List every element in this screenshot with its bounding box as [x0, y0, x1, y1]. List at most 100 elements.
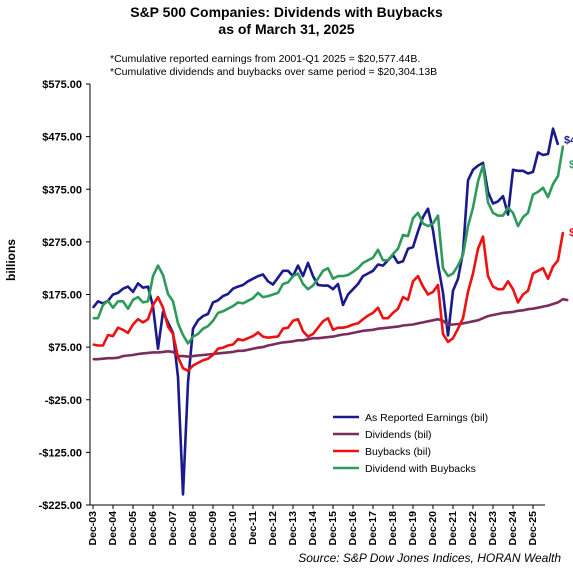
series-1-point: [147, 352, 149, 354]
x-tick-label: Dec-22: [467, 511, 479, 546]
series-2-point: [437, 284, 439, 286]
series-0-point: [132, 291, 134, 293]
series-0-point: [302, 275, 304, 277]
x-tick-label: Dec-03: [87, 511, 99, 546]
series-1-point: [487, 315, 489, 317]
series-3-point: [377, 249, 379, 251]
series-2-point: [217, 348, 219, 350]
series-2-point: [282, 328, 284, 330]
series-0-point: [357, 283, 359, 285]
series-2-point: [422, 286, 424, 288]
series-line-1: [93, 297, 569, 361]
legend-label: Buybacks (bil): [365, 446, 431, 458]
series-3-point: [167, 293, 169, 295]
series-2-point: [417, 275, 419, 277]
series-1-point: [472, 320, 474, 322]
series-2-point: [292, 320, 294, 322]
series-3-point: [177, 322, 179, 324]
series-1-point: [417, 322, 419, 324]
series-2-point: [297, 318, 299, 320]
series-2-point: [317, 327, 319, 329]
cumulative-earnings-note: *Cumulative reported earnings from 2001-…: [110, 53, 421, 65]
source-note: Source: S&P Dow Jones Indices, HORAN Wea…: [298, 551, 561, 565]
series-0-point: [557, 144, 559, 146]
series-3-point: [407, 235, 409, 237]
series-3-point: [427, 225, 429, 227]
series-1-point: [432, 319, 434, 321]
series-3-point: [497, 215, 499, 217]
series-2-point: [332, 329, 334, 331]
series-2-point: [497, 288, 499, 290]
series-3-point: [522, 216, 524, 218]
series-3-point: [432, 222, 434, 225]
series-3-point: [527, 212, 529, 214]
series-1-point: [522, 309, 524, 311]
legend-label: Dividend with Buybacks: [365, 463, 476, 475]
x-tick-label: Dec-05: [127, 511, 139, 546]
series-2-point: [242, 339, 244, 341]
series-1-point: [447, 324, 449, 326]
series-2-point: [177, 356, 179, 358]
series-line-0: [91, 127, 560, 496]
series-1-point: [307, 338, 309, 340]
series-3-point: [487, 201, 489, 203]
series-2-point: [102, 344, 104, 347]
series-2-point: [127, 332, 129, 334]
series-2-point: [502, 288, 504, 290]
series-3-point: [417, 212, 419, 214]
series-3-point: [132, 299, 134, 301]
series-1-point: [132, 354, 134, 356]
series-0-point: [297, 265, 299, 267]
series-0-point: [137, 282, 139, 284]
series-3-point: [277, 292, 279, 294]
series-0-point: [177, 376, 179, 378]
series-0-point: [452, 290, 454, 292]
series-3-point: [352, 271, 354, 273]
x-tick-label: Dec-10: [227, 511, 239, 546]
series-0-point: [202, 315, 204, 317]
series-1-point: [367, 329, 369, 331]
series-0-point: [507, 213, 509, 216]
series-3-point: [532, 193, 534, 196]
series-3-point: [307, 288, 309, 290]
x-tick-label: Dec-04: [107, 511, 119, 546]
series-1-point: [412, 323, 414, 326]
series-0-point: [482, 162, 484, 164]
series-0-point: [342, 304, 344, 306]
series-1-point: [517, 310, 519, 312]
series-3-point: [267, 295, 269, 297]
series-2-point: [492, 286, 494, 288]
x-tick-label: Dec-15: [327, 511, 339, 546]
series-1-point: [202, 354, 204, 356]
series-3-point: [317, 278, 319, 280]
series-2-point: [442, 333, 444, 335]
series-0-point: [402, 260, 404, 262]
series-0-point: [552, 128, 554, 130]
series-3-point: [252, 297, 254, 299]
series-1-point: [477, 319, 479, 321]
series-0-point: [422, 216, 424, 218]
series-2-point: [347, 326, 349, 328]
series-1-point: [247, 349, 249, 351]
series-2-point: [472, 272, 474, 275]
series-0-point: [232, 288, 234, 290]
series-1-point: [467, 321, 469, 323]
series-3-point: [562, 145, 564, 147]
series-1-point: [217, 352, 219, 354]
series-end-label: $293.45: [569, 227, 573, 239]
series-3-point: [122, 300, 124, 302]
series-1-point: [452, 323, 454, 326]
y-tick-label: $375.00: [42, 184, 82, 196]
series-3-point: [542, 187, 544, 189]
series-0-point: [362, 275, 364, 277]
series-0-point: [382, 265, 384, 267]
series-2-point: [362, 318, 364, 320]
series-3-point: [297, 272, 299, 275]
series-3-point: [452, 272, 454, 275]
series-3-point: [537, 191, 539, 193]
series-1-point: [377, 328, 379, 330]
series-0-point: [237, 286, 239, 288]
series-3-point: [472, 207, 474, 209]
series-0-point: [242, 284, 244, 286]
series-0-point: [197, 319, 199, 321]
